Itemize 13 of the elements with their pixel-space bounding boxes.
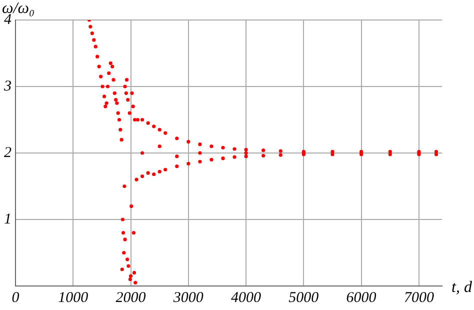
x-tick-label: 2000 xyxy=(116,290,146,306)
y-axis-title: ω/ω₀ xyxy=(2,0,35,17)
x-axis-title: t, d xyxy=(452,279,472,297)
x-tick-label: 5000 xyxy=(288,290,320,306)
y-tick-label: 2 xyxy=(4,144,12,161)
x-tick-label: 6000 xyxy=(346,290,377,306)
y-tick-label: 3 xyxy=(3,78,12,94)
y-tick-label: 1 xyxy=(4,211,12,228)
x-tick-label: 4000 xyxy=(231,290,262,306)
x-tick-label: 3000 xyxy=(172,290,204,306)
x-tick-label: 7000 xyxy=(404,290,434,306)
x-tick-label: 1000 xyxy=(58,290,89,306)
x-tick-label: 0 xyxy=(12,290,20,306)
